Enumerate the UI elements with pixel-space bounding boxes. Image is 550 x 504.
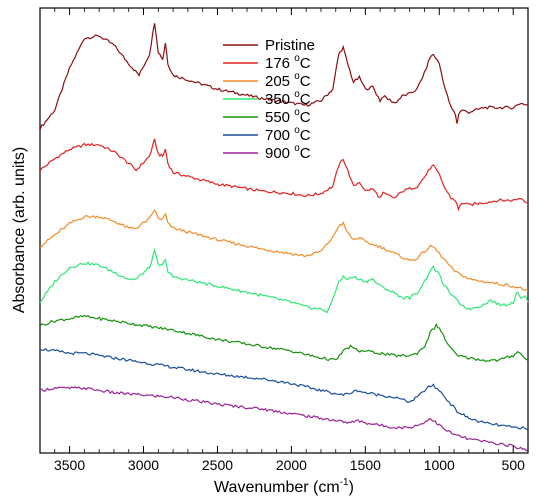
y-axis-label: Absorbance (arb. units) [11,147,28,313]
series-line-2 [39,209,529,292]
legend-label-text: 350 [265,91,294,108]
series-line-4 [39,314,529,363]
series-line-3 [39,247,529,314]
legend-label-text: 700 [265,127,294,144]
series-line-5 [39,347,529,431]
legend-label-text: 900 [265,145,294,162]
legend-label-text: 550 [265,109,294,126]
legend-label-unit: C [300,145,311,162]
legend-label-unit: C [300,109,311,126]
x-axis-label-superscript: -1 [340,477,349,488]
x-tick-label: 1000 [424,457,455,473]
x-axis: 3500 3000 2500 2000 1500 1000 500 [54,8,529,473]
legend-label-superscript: o [294,71,300,82]
series-line-1 [39,138,528,212]
x-tick-label: 3000 [128,457,159,473]
legend-label-superscript: o [294,143,300,154]
x-tick-label: 2000 [276,457,307,473]
legend-label-2: 205 oC [265,71,311,90]
legend-label-superscript: o [294,107,300,118]
legend-label-1: 176 oC [265,53,311,72]
legend-label-superscript: o [294,89,300,100]
legend-label-5: 700 oC [265,125,311,144]
legend-label-superscript: o [294,53,300,64]
plot-frame [39,7,529,454]
x-axis-label: Wavenumber (cm-1) [214,477,354,496]
legend-label-unit: C [300,91,311,108]
legend-label-unit: C [300,73,311,90]
x-tick-label: 3500 [54,457,85,473]
legend-label-unit: C [300,127,311,144]
x-tick-label: 2500 [202,457,233,473]
x-tick-label: 1500 [350,457,381,473]
series-layer [39,23,529,452]
legend-label-4: 550 oC [265,107,311,126]
series-line-0 [39,23,529,131]
legend-label-3: 350 oC [265,89,311,108]
legend-label-text: Pristine [265,37,315,54]
legend-label-6: 900 oC [265,143,311,162]
legend-label-superscript: o [294,125,300,136]
x-axis-label-close: ) [349,479,354,496]
legend-label-unit: C [300,55,311,72]
legend-label-text: 176 [265,55,294,72]
x-tick-label: 500 [502,457,526,473]
legend-label-text: 205 [265,73,294,90]
legend-label-0: Pristine [265,37,315,54]
series-line-6 [39,386,529,452]
x-axis-label-main: Wavenumber (cm [214,479,340,496]
